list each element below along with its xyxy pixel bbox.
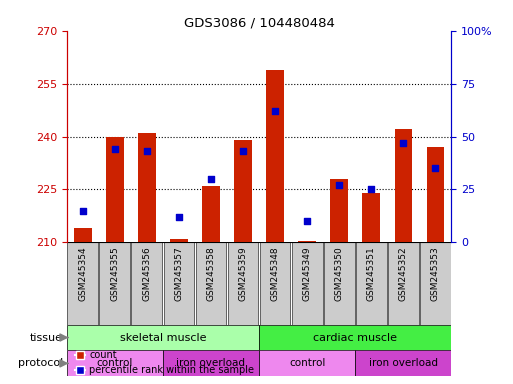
Text: GSM245353: GSM245353 (431, 247, 440, 301)
FancyBboxPatch shape (67, 324, 259, 351)
FancyBboxPatch shape (356, 242, 387, 324)
Text: GSM245357: GSM245357 (174, 247, 184, 301)
FancyBboxPatch shape (100, 242, 130, 324)
Bar (394, 129, 412, 242)
Text: control: control (289, 358, 325, 368)
Text: iron overload: iron overload (369, 358, 438, 368)
Point (78, 207, 87, 214)
Text: control: control (96, 358, 133, 368)
FancyBboxPatch shape (259, 351, 355, 376)
Text: GSM245350: GSM245350 (334, 247, 344, 301)
FancyBboxPatch shape (292, 242, 323, 324)
Title: GDS3086 / 104480484: GDS3086 / 104480484 (184, 17, 334, 30)
Point (367, 186, 376, 192)
FancyBboxPatch shape (355, 351, 451, 376)
FancyBboxPatch shape (259, 324, 451, 351)
FancyBboxPatch shape (324, 242, 354, 324)
Point (175, 214, 183, 220)
Point (431, 165, 440, 171)
Text: GSM245358: GSM245358 (206, 247, 215, 301)
FancyBboxPatch shape (164, 242, 194, 324)
Text: skeletal muscle: skeletal muscle (120, 333, 206, 343)
Text: GSM245352: GSM245352 (399, 247, 408, 301)
Text: GSM245354: GSM245354 (78, 247, 87, 301)
FancyBboxPatch shape (195, 242, 226, 324)
FancyBboxPatch shape (260, 242, 290, 324)
Text: GSM245351: GSM245351 (367, 247, 376, 301)
Bar (363, 193, 380, 242)
Text: iron overload: iron overload (176, 358, 246, 368)
Point (239, 148, 247, 154)
Bar (138, 133, 155, 242)
Point (399, 140, 407, 146)
Bar (170, 239, 188, 242)
Text: GSM245356: GSM245356 (142, 247, 151, 301)
Bar (202, 186, 220, 242)
Point (207, 176, 215, 182)
Point (271, 108, 279, 114)
Text: tissue: tissue (30, 333, 63, 343)
Bar (299, 240, 316, 242)
Bar (74, 228, 91, 242)
Bar (427, 147, 444, 242)
FancyBboxPatch shape (67, 351, 163, 376)
Point (143, 148, 151, 154)
Point (335, 182, 343, 188)
Point (111, 146, 119, 152)
Bar (234, 140, 252, 242)
FancyBboxPatch shape (67, 242, 98, 324)
Legend: count, percentile rank within the sample: count, percentile rank within the sample (71, 346, 258, 379)
FancyBboxPatch shape (388, 242, 419, 324)
FancyBboxPatch shape (420, 242, 451, 324)
Point (303, 218, 311, 224)
Bar (266, 70, 284, 242)
Text: GSM245355: GSM245355 (110, 247, 120, 301)
Text: GSM245349: GSM245349 (303, 247, 312, 301)
Text: cardiac muscle: cardiac muscle (313, 333, 397, 343)
Text: GSM245359: GSM245359 (239, 247, 248, 301)
Text: GSM245348: GSM245348 (270, 247, 280, 301)
Bar (106, 137, 124, 242)
Text: protocol: protocol (17, 358, 63, 368)
FancyBboxPatch shape (163, 351, 259, 376)
FancyBboxPatch shape (228, 242, 259, 324)
Bar (330, 179, 348, 242)
FancyBboxPatch shape (131, 242, 162, 324)
